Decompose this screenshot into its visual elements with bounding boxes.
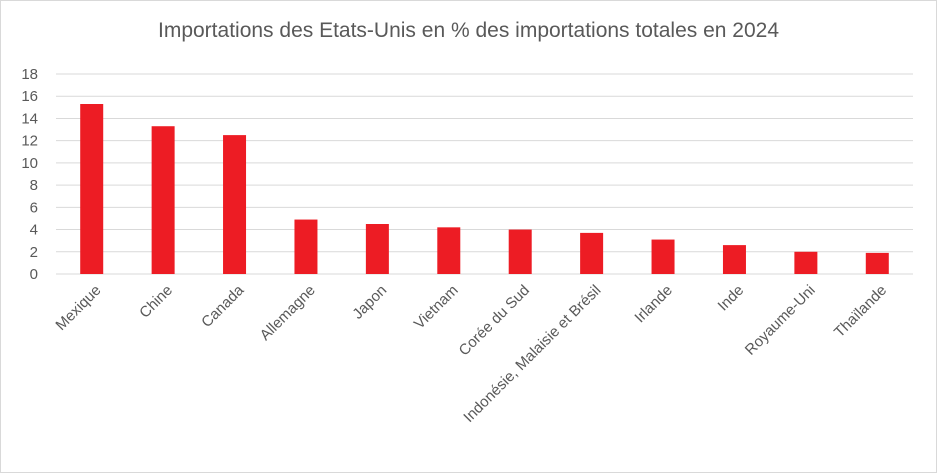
x-tick-label: Allemagne xyxy=(257,282,319,344)
y-tick-label: 0 xyxy=(30,266,38,283)
x-tick-label: Irlande xyxy=(631,282,675,326)
x-tick-label: Chine xyxy=(136,282,176,322)
y-tick-label: 6 xyxy=(30,199,38,216)
bar xyxy=(80,104,104,274)
y-tick-label: 8 xyxy=(30,177,38,194)
bar xyxy=(223,135,247,274)
bar xyxy=(508,229,532,274)
x-tick-label: Corée du Sud xyxy=(456,282,533,359)
bar xyxy=(722,245,746,274)
x-tick-label: Canada xyxy=(198,281,248,331)
y-tick-label: 4 xyxy=(30,222,38,239)
x-tick-label: Thaïlande xyxy=(831,282,890,341)
y-tick-label: 10 xyxy=(21,155,38,172)
bar xyxy=(437,227,461,274)
bar xyxy=(865,252,889,274)
x-tick-label: Mexique xyxy=(52,282,104,334)
bar xyxy=(651,239,675,274)
bar xyxy=(794,251,818,274)
bar xyxy=(151,126,175,274)
bar xyxy=(294,219,318,274)
x-tick-label: Vietnam xyxy=(411,282,462,333)
y-tick-label: 12 xyxy=(21,133,38,150)
bar xyxy=(365,224,389,274)
y-tick-label: 16 xyxy=(21,88,38,105)
y-tick-label: 14 xyxy=(21,110,38,127)
x-tick-label: Indonésie, Malaisie et Brésil xyxy=(460,282,604,426)
x-tick-label: Inde xyxy=(715,282,748,315)
y-tick-label: 18 xyxy=(21,66,38,83)
chart-title: Importations des Etats-Unis en % des imp… xyxy=(158,19,779,42)
x-tick-label: Japon xyxy=(349,282,390,323)
y-tick-label: 2 xyxy=(30,244,38,261)
bar xyxy=(580,232,604,274)
x-tick-label: Royaume-Uni xyxy=(742,282,819,359)
